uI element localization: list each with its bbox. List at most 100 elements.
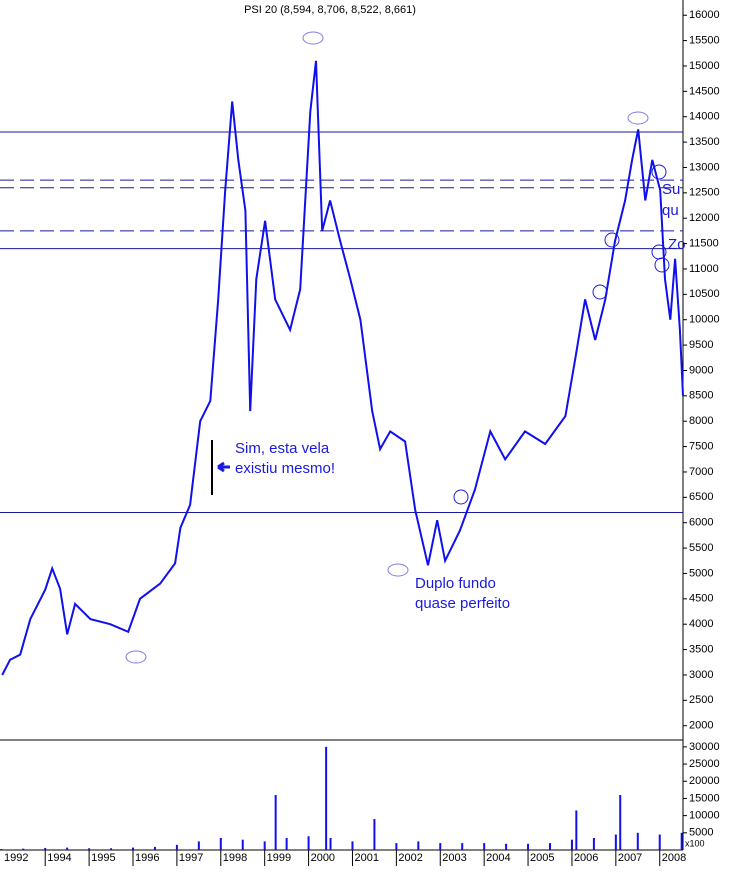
y-tick-label: 13000 [689,161,720,173]
volume-bar [285,837,288,850]
volume-bar [619,795,622,850]
volume-bar [461,843,464,850]
x-tick-label: 2005 [530,852,554,864]
y-tick-label: 2500 [689,694,713,706]
volume-bar [570,839,573,850]
chart-title: PSI 20 (8,594, 8,706, 8,522, 8,661) [244,4,416,16]
y-tick-label: 8500 [689,390,713,402]
x-tick-label: 1997 [179,852,203,864]
volume-bar [505,843,508,850]
volume-bar [575,810,578,850]
arrow [217,461,230,473]
y-tick-label: 10000 [689,314,720,326]
annotation: existiu mesmo! [235,460,335,477]
y-tick-label: 15000 [689,60,720,72]
annotation: Su [662,181,680,198]
volume-bar [329,837,332,850]
volume-tick-label: 25000 [689,758,720,770]
volume-bar [274,795,277,850]
volume-tick-label: 20000 [689,775,720,787]
volume-bar [439,843,442,850]
x-tick-label: 2008 [662,852,686,864]
volume-bar [219,837,222,850]
volume-bar [66,847,69,850]
volume-bar [132,847,135,850]
bull-icon [387,563,409,577]
volume-bar [88,848,91,850]
y-tick-label: 6500 [689,491,713,503]
y-tick-label: 16000 [689,9,720,21]
x-tick-label: 1992 [4,852,28,864]
volume-bar [22,848,25,850]
y-tick-label: 12500 [689,187,720,199]
x-tick-label: 1994 [47,852,71,864]
x-tick-label: 2000 [311,852,335,864]
y-tick-label: 9500 [689,339,713,351]
y-tick-label: 5000 [689,567,713,579]
x-tick-label: 1998 [223,852,247,864]
volume-bar [241,839,244,850]
volume-tick-label: 30000 [689,741,720,753]
volume-bar [527,843,530,850]
x-tick-label: 2006 [574,852,598,864]
volume-bar [548,843,551,850]
bear-icon [627,111,649,125]
y-tick-label: 14000 [689,111,720,123]
x-tick-label: 2004 [486,852,510,864]
smiley [453,489,469,505]
volume-bar [263,841,266,850]
bear-icon [302,31,324,45]
x-tick-label: 2002 [398,852,422,864]
annotation: Sim, esta vela [235,440,330,457]
annotation: qu [662,202,679,219]
y-tick-label: 7000 [689,466,713,478]
volume-bar [325,746,328,850]
volume-bar [153,846,156,850]
smileys [453,164,670,505]
volume-bar [44,847,47,850]
volume-tick-label: 10000 [689,810,720,822]
y-tick-label: 12000 [689,212,720,224]
volume-bar [636,832,639,850]
smiley [604,232,620,248]
y-tick-label: 7500 [689,440,713,452]
annotation: quase perfeito [415,595,510,612]
y-tick-label: 11500 [689,237,719,249]
annotation: Zo [668,236,686,253]
volume-bar [351,841,354,850]
volume-bar [680,832,683,850]
volume-unit-label: x100 [685,838,705,848]
y-tick-label: 11000 [689,263,719,275]
x-tick-label: 1996 [135,852,159,864]
x-tick-label: 1995 [91,852,115,864]
x-tick-label: 2003 [442,852,466,864]
y-tick-label: 10500 [689,288,720,300]
y-tick-label: 4500 [689,593,713,605]
bull-icon [125,650,147,664]
x-tick-label: 2007 [618,852,642,864]
price-line [1,60,684,676]
volume-bar [197,841,200,850]
smiley [651,164,667,180]
volume-bar [483,843,486,850]
y-tick-label: 3500 [689,643,713,655]
y-tick-label: 2000 [689,720,713,732]
volume-bar [614,834,617,850]
y-tick-label: 13500 [689,136,720,148]
y-tick-label: 9000 [689,364,713,376]
volume-tick-label: 5000 [689,827,713,839]
volume-tick-label: 15000 [689,792,720,804]
volume-bar [373,819,376,850]
y-tick-label: 5500 [689,542,713,554]
annotation: Duplo fundo [415,575,496,592]
x-tick-label: 1999 [267,852,291,864]
volume-bar [592,837,595,850]
x-tick-label: 2001 [354,852,378,864]
volume-bar [658,834,661,850]
y-tick-label: 3000 [689,669,713,681]
y-tick-label: 6000 [689,517,713,529]
y-tick-label: 8000 [689,415,713,427]
animal-icons [125,31,649,664]
